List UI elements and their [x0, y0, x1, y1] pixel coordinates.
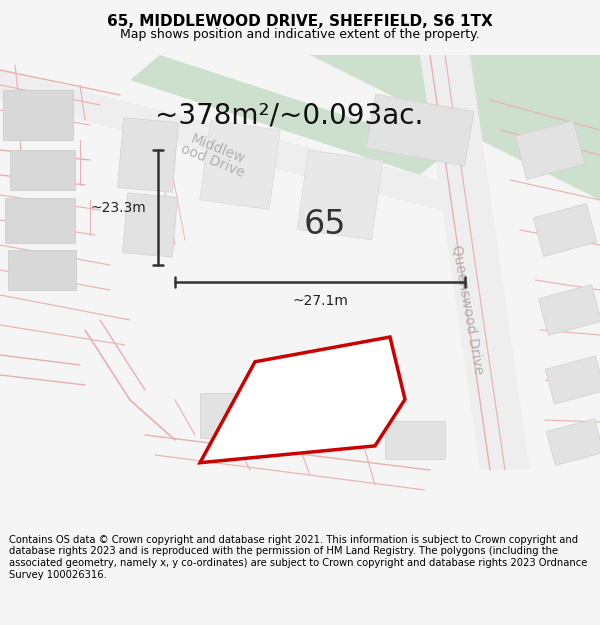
- Polygon shape: [200, 392, 270, 438]
- Text: Contains OS data © Crown copyright and database right 2021. This information is : Contains OS data © Crown copyright and d…: [9, 535, 587, 580]
- Polygon shape: [297, 150, 383, 240]
- Polygon shape: [5, 198, 75, 242]
- Text: 65, MIDDLEWOOD DRIVE, SHEFFIELD, S6 1TX: 65, MIDDLEWOOD DRIVE, SHEFFIELD, S6 1TX: [107, 14, 493, 29]
- Polygon shape: [533, 204, 597, 256]
- Text: Middlew
ood Drive: Middlew ood Drive: [179, 130, 251, 180]
- Polygon shape: [310, 55, 600, 200]
- Polygon shape: [0, 70, 480, 220]
- Text: ~23.3m: ~23.3m: [90, 201, 146, 214]
- Text: Queenswood Drive: Queenswood Drive: [450, 244, 486, 376]
- Polygon shape: [539, 284, 600, 336]
- Polygon shape: [118, 118, 178, 192]
- Polygon shape: [122, 193, 178, 257]
- Polygon shape: [515, 121, 585, 179]
- Text: Map shows position and indicative extent of the property.: Map shows position and indicative extent…: [120, 28, 480, 41]
- Polygon shape: [8, 250, 76, 290]
- Polygon shape: [10, 150, 74, 190]
- Text: ~27.1m: ~27.1m: [292, 294, 348, 308]
- Text: 65: 65: [304, 209, 346, 241]
- Polygon shape: [130, 55, 450, 175]
- Polygon shape: [547, 419, 600, 466]
- Polygon shape: [200, 121, 280, 209]
- Text: ~378m²/~0.093ac.: ~378m²/~0.093ac.: [155, 101, 424, 129]
- Polygon shape: [385, 421, 445, 459]
- Polygon shape: [545, 356, 600, 404]
- Polygon shape: [366, 94, 474, 166]
- Polygon shape: [298, 404, 362, 446]
- Polygon shape: [420, 55, 530, 470]
- Polygon shape: [3, 90, 73, 140]
- Polygon shape: [200, 337, 405, 462]
